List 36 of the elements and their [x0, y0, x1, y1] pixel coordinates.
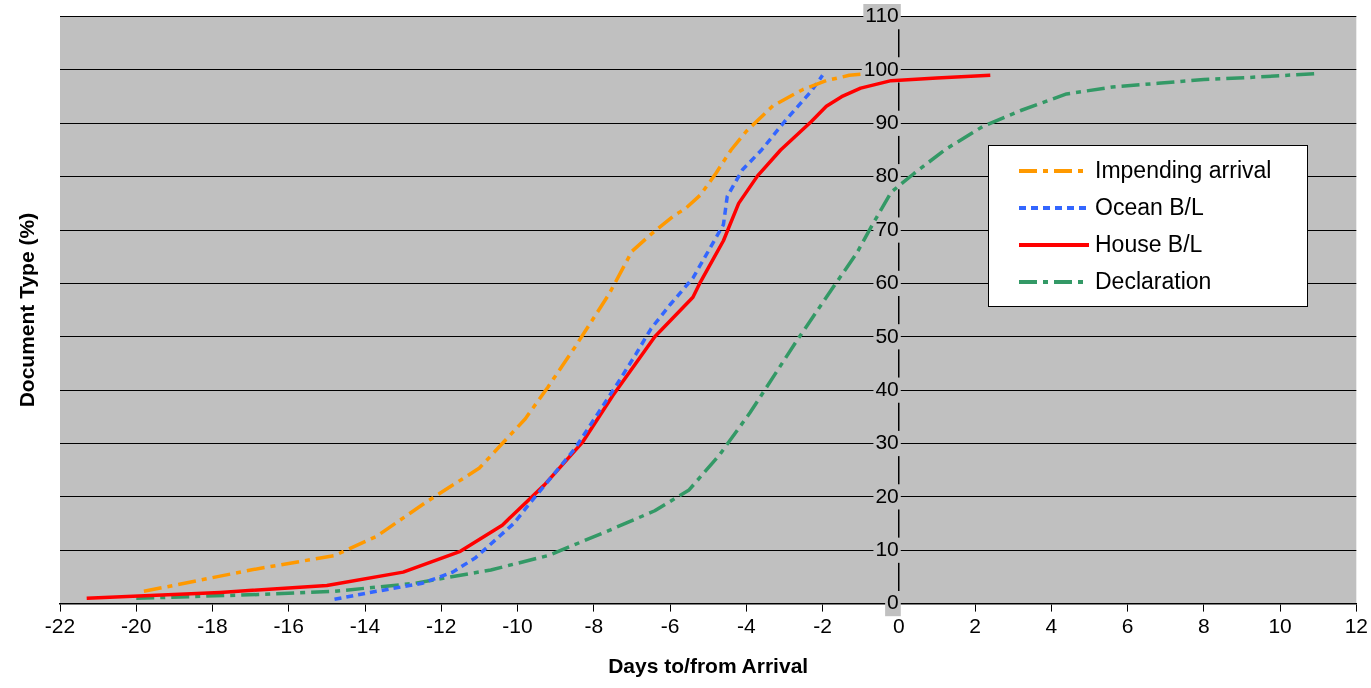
x-tick-label: -22 — [44, 614, 76, 637]
x-tick-label: 2 — [969, 614, 981, 637]
y-tick-label: 0 — [887, 590, 899, 614]
legend-label: Declaration — [1095, 268, 1212, 295]
x-tick-label: 6 — [1121, 614, 1134, 637]
x-tick-label: -6 — [660, 614, 680, 637]
x-tick-label: 10 — [1268, 614, 1292, 637]
x-tick-label: -10 — [502, 614, 533, 637]
line-series — [332, 73, 825, 602]
x-tick-label: 4 — [1045, 614, 1058, 637]
x-tick-label: -18 — [197, 614, 228, 637]
x-axis-title: Days to/from Arrival — [608, 654, 809, 678]
y-tick-label: 20 — [875, 483, 899, 507]
y-tick-label: 90 — [875, 110, 899, 134]
x-tick-label: -14 — [349, 614, 381, 637]
y-tick-label: 30 — [875, 430, 899, 454]
x-tick-label: 12 — [1344, 614, 1368, 637]
y-tick-label: 80 — [875, 163, 899, 187]
x-tick-label: -20 — [121, 614, 152, 637]
legend-label: House B/L — [1095, 231, 1203, 258]
y-tick-label: 40 — [875, 376, 899, 400]
y-tick-label: 60 — [875, 270, 899, 294]
x-tick-label: -8 — [584, 614, 604, 637]
x-tick-label: 8 — [1197, 614, 1210, 637]
y-axis-title: Document Type (%) — [14, 212, 38, 408]
legend-label: Ocean B/L — [1095, 194, 1204, 221]
y-tick-label: 10 — [875, 537, 899, 561]
legend-label: Impending arrival — [1095, 157, 1272, 184]
x-tick-label: -16 — [273, 614, 304, 637]
x-tick-label: -12 — [426, 614, 457, 637]
y-tick-label: 110 — [865, 3, 899, 27]
y-tick-label: 50 — [875, 323, 899, 347]
x-tick-label: -2 — [813, 614, 832, 637]
x-tick-label: -4 — [736, 614, 756, 637]
y-tick-label: 100 — [863, 56, 899, 80]
y-tick-label: 70 — [875, 216, 899, 240]
